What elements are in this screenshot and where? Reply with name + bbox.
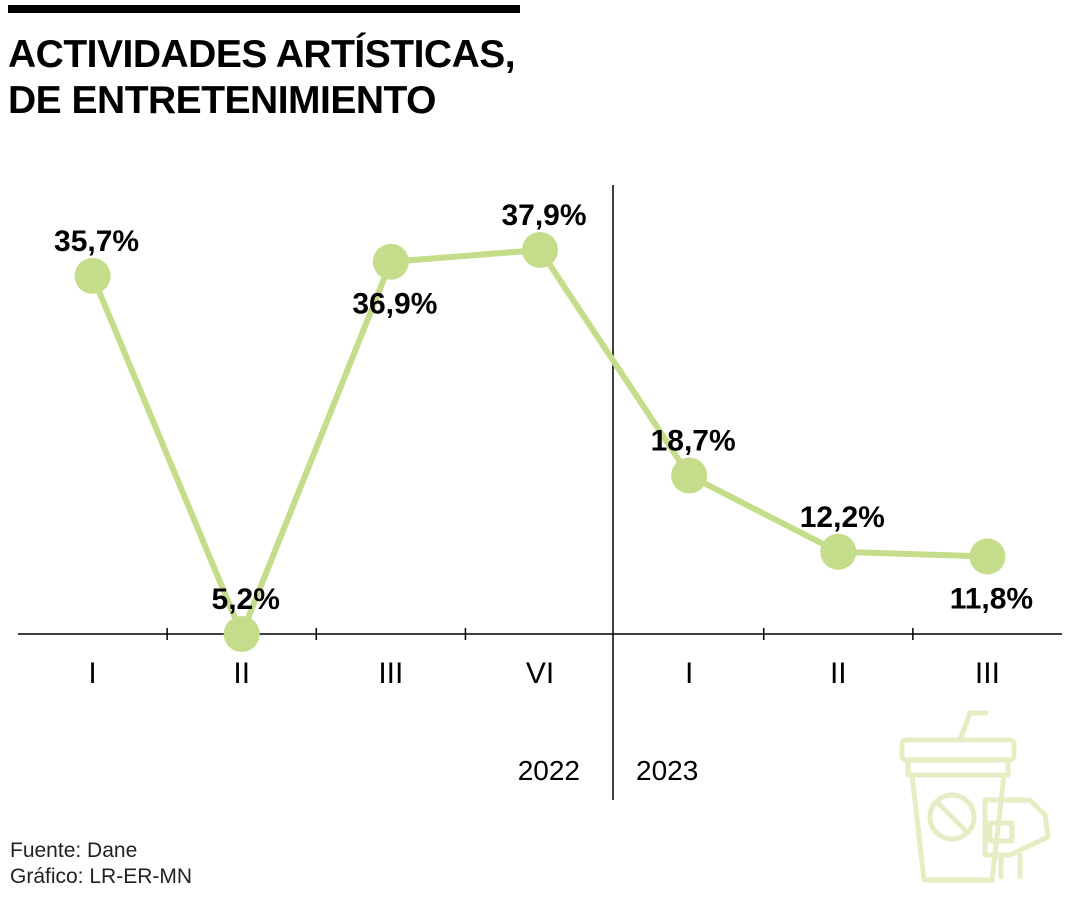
data-point-0 — [74, 257, 111, 294]
data-markers — [74, 232, 1006, 652]
category-label-5: II — [830, 657, 847, 690]
year-label-2023: 2023 — [636, 755, 698, 786]
data-point-4 — [671, 457, 708, 494]
category-label-1: II — [233, 657, 250, 690]
axis-ticks — [166, 628, 914, 640]
top-rule — [8, 5, 520, 13]
value-label-1: 5,2% — [212, 583, 280, 616]
value-label-4: 18,7% — [651, 424, 736, 457]
data-point-6 — [969, 538, 1006, 575]
source-grafico: Gráfico: LR-ER-MN — [10, 865, 193, 888]
category-label-4: I — [685, 657, 693, 690]
drink-cup-no-food-icon — [899, 710, 1051, 883]
category-labels: I II III VI I II III — [88, 657, 1000, 690]
value-label-6: 11,8% — [950, 582, 1033, 615]
year-label-2022: 2022 — [518, 755, 580, 786]
source-note: Fuente: Dane Gráfico: LR-ER-MN — [10, 838, 192, 890]
value-label-3: 37,9% — [501, 199, 586, 232]
series-line — [89, 247, 991, 637]
category-label-3: VI — [526, 657, 554, 690]
value-label-2: 36,9% — [352, 288, 437, 321]
data-point-2 — [372, 243, 409, 280]
value-label-0: 35,7% — [54, 225, 139, 258]
category-label-6: III — [975, 657, 1000, 690]
source-fuente: Fuente: Dane — [10, 839, 138, 862]
value-label-5: 12,2% — [800, 501, 885, 534]
category-label-2: III — [378, 657, 403, 690]
category-label-0: I — [88, 657, 96, 690]
data-point-3 — [522, 232, 558, 268]
chart-title-line-2: DE ENTRETENIMIENTO — [8, 79, 436, 122]
chart-title-line-1: ACTIVIDADES ARTÍSTICAS, — [8, 33, 516, 76]
data-point-1 — [223, 616, 260, 652]
data-point-5 — [820, 533, 857, 570]
chart-title: ACTIVIDADES ARTÍSTICAS, DE ENTRETENIMIEN… — [8, 32, 516, 124]
value-labels: 35,7% 5,2% 36,9% 37,9% 18,7% 12,2% 11,8% — [54, 199, 1033, 616]
